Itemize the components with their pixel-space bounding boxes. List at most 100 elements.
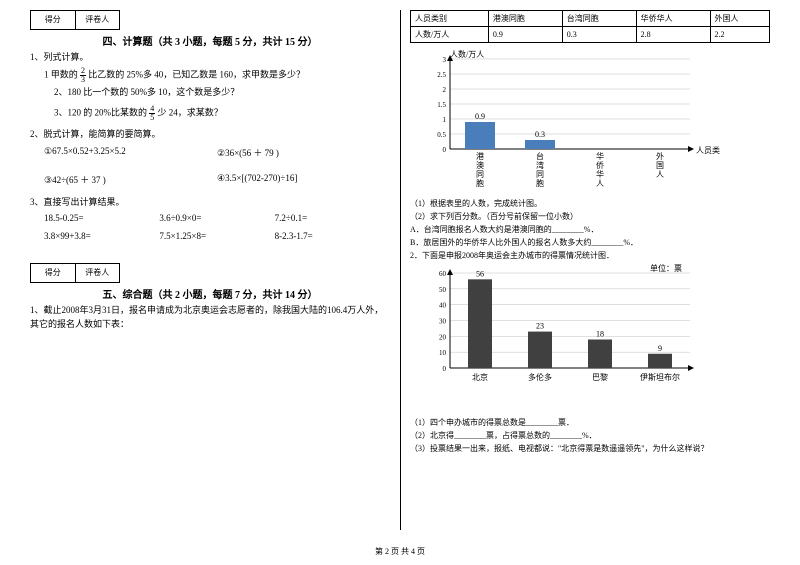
chart-svg: 单位：票010203040506056北京23多伦多18巴黎9伊斯坦布尔 (410, 263, 720, 413)
q2-header: 2、脱式计算，能简算的要简算。 (30, 128, 390, 142)
x-tick: 国 (656, 161, 664, 170)
x-tick: 港 (476, 151, 484, 161)
y-tick: 0 (443, 365, 447, 373)
q1c-post: 少 24，求某数？ (158, 108, 223, 118)
y-tick: 50 (439, 286, 447, 294)
x-tick: 人 (656, 170, 664, 179)
s5-q1: 1、截止2008年3月31日，报名申请成为北京奥运会志愿者的，除我国大陆的106… (30, 304, 390, 331)
q3-1: 18.5-0.25= (44, 213, 159, 223)
y-axis-label: 人数/万人 (450, 49, 484, 59)
q2-item-3: ③42÷(65 ＋ 37 ) (44, 173, 217, 186)
x-tick: 巴黎 (592, 372, 608, 382)
q2-row1: ①67.5×0.52+3.25×5.2 ②36×(56 ＋ 79 ) (44, 146, 390, 159)
chart2: 单位：票010203040506056北京23多伦多18巴黎9伊斯坦布尔 (410, 263, 770, 415)
q2-item-2: ②36×(56 ＋ 79 ) (217, 146, 390, 159)
q2-item-4: ④3.5×[(702-270)÷16] (217, 173, 390, 186)
q1a: 1 甲数的 23 比乙数的 25%多 40，已知乙数是 160，求甲数是多少？ (44, 67, 390, 84)
c2-qc: （3）投票结果一出来，报纸、电视都说："北京得票是数遥遥领先"，为什么这样说？ (410, 443, 770, 454)
y-arrow (447, 269, 453, 275)
y-tick: 20 (439, 333, 447, 341)
q3-row2: 3.8×99+3.8= 7.5×1.25×8= 8-2.3-1.7= (44, 231, 390, 241)
th-0: 人员类别 (411, 11, 489, 27)
y-tick: 30 (439, 318, 447, 326)
bar-value: 56 (476, 269, 484, 278)
x-tick: 同 (476, 170, 484, 179)
q3-row1: 18.5-0.25= 3.6÷0.9×0= 7.2÷0.1= (44, 213, 390, 223)
x-arrow (688, 365, 694, 371)
bar-value: 23 (536, 322, 544, 331)
th-4: 外国人 (710, 11, 769, 27)
x-tick: 华 (596, 169, 604, 179)
x-tick: 多伦多 (528, 372, 552, 382)
score-box-2: 得分 评卷人 (30, 263, 120, 283)
c1-qa: （1）根据表里的人数，完成统计图。 (410, 198, 770, 209)
bar (525, 140, 555, 149)
td-3: 2.8 (636, 27, 710, 43)
page-footer: 第 2 页 共 4 页 (0, 546, 800, 557)
y-tick: 1.5 (437, 101, 446, 109)
chart-svg: 人数/万人00.511.522.530.9港澳同胞0.3台湾同胞华侨华人外国人人… (410, 49, 720, 194)
bar (588, 340, 612, 369)
q1c-pre: 3、120 的 20%比某数的 (54, 108, 147, 118)
td-2: 0.3 (562, 27, 636, 43)
td-0: 人数/万人 (411, 27, 489, 43)
reviewer-label: 评卷人 (76, 11, 120, 29)
fraction-4-5: 45 (149, 105, 155, 122)
unit-label: 单位：票 (650, 263, 682, 273)
q3-5: 7.5×1.25×8= (159, 231, 274, 241)
y-tick: 40 (439, 302, 447, 310)
y-tick: 0.5 (437, 131, 446, 139)
x-tick: 澳 (476, 160, 484, 170)
bar (468, 279, 492, 368)
section4-title: 四、计算题（共 3 小题，每题 5 分，共计 15 分） (30, 33, 390, 48)
th-1: 港澳同胞 (488, 11, 562, 27)
q1-header: 1、列式计算。 (30, 51, 390, 65)
q2-item-1: ①67.5×0.52+3.25×5.2 (44, 146, 217, 159)
score-label-2: 得分 (31, 264, 76, 282)
right-column: 人员类别 港澳同胞 台湾同胞 华侨华人 外国人 人数/万人 0.9 0.3 2.… (410, 10, 770, 530)
x-tick: 北京 (472, 372, 488, 382)
y-tick: 2.5 (437, 71, 446, 79)
x-tick: 侨 (596, 160, 604, 170)
q3-3: 7.2÷0.1= (275, 213, 390, 223)
q1b: 2、180 比一个数的 50%多 10，这个数是多少？ (54, 86, 390, 100)
y-tick: 3 (443, 56, 447, 64)
x-axis-label: 人员类别 (696, 145, 720, 155)
th-3: 华侨华人 (636, 11, 710, 27)
x-tick: 同 (536, 170, 544, 179)
x-tick: 人 (596, 179, 604, 188)
table-data-row: 人数/万人 0.9 0.3 2.8 2.2 (411, 27, 770, 43)
bar-value: 18 (596, 330, 604, 339)
y-tick: 1 (443, 116, 447, 124)
bar (528, 332, 552, 368)
bar-value: 9 (658, 344, 662, 353)
x-tick: 华 (596, 151, 604, 161)
q2-row2: ③42÷(65 ＋ 37 ) ④3.5×[(702-270)÷16] (44, 173, 390, 186)
bar-value: 0.3 (535, 130, 545, 139)
x-tick: 外 (656, 151, 664, 161)
q3-6: 8-2.3-1.7= (275, 231, 390, 241)
q3-header: 3、直接写出计算结果。 (30, 196, 390, 210)
bar (465, 122, 495, 149)
q1a-pre: 1 甲数的 (44, 69, 78, 79)
section5-title: 五、综合题（共 2 小题，每题 7 分，共计 14 分） (30, 286, 390, 301)
c1-qc: A．台湾同胞报名人数大约是港澳同胞的________%． (410, 224, 770, 235)
c1-qd: B．旅居国外的华侨华人比外国人的报名人数多大约________%． (410, 237, 770, 248)
fraction-2-3: 23 (80, 67, 86, 84)
x-tick: 胞 (476, 178, 484, 188)
volunteer-table: 人员类别 港澳同胞 台湾同胞 华侨华人 外国人 人数/万人 0.9 0.3 2.… (410, 10, 770, 43)
q3-2: 3.6÷0.9×0= (159, 213, 274, 223)
left-column: 得分 评卷人 四、计算题（共 3 小题，每题 5 分，共计 15 分） 1、列式… (30, 10, 390, 530)
q3-4: 3.8×99+3.8= (44, 231, 159, 241)
bar (648, 354, 672, 368)
th-2: 台湾同胞 (562, 11, 636, 27)
y-tick: 0 (443, 146, 447, 154)
q1c: 3、120 的 20%比某数的 45 少 24，求某数？ (54, 105, 390, 122)
y-tick: 2 (443, 86, 447, 94)
td-1: 0.9 (488, 27, 562, 43)
x-tick: 伊斯坦布尔 (640, 372, 680, 382)
c1-q2: 2．下面是申报2008年奥运会主办城市的得票情况统计图． (410, 250, 770, 261)
y-tick: 10 (439, 349, 447, 357)
td-4: 2.2 (710, 27, 769, 43)
x-tick: 胞 (536, 178, 544, 188)
